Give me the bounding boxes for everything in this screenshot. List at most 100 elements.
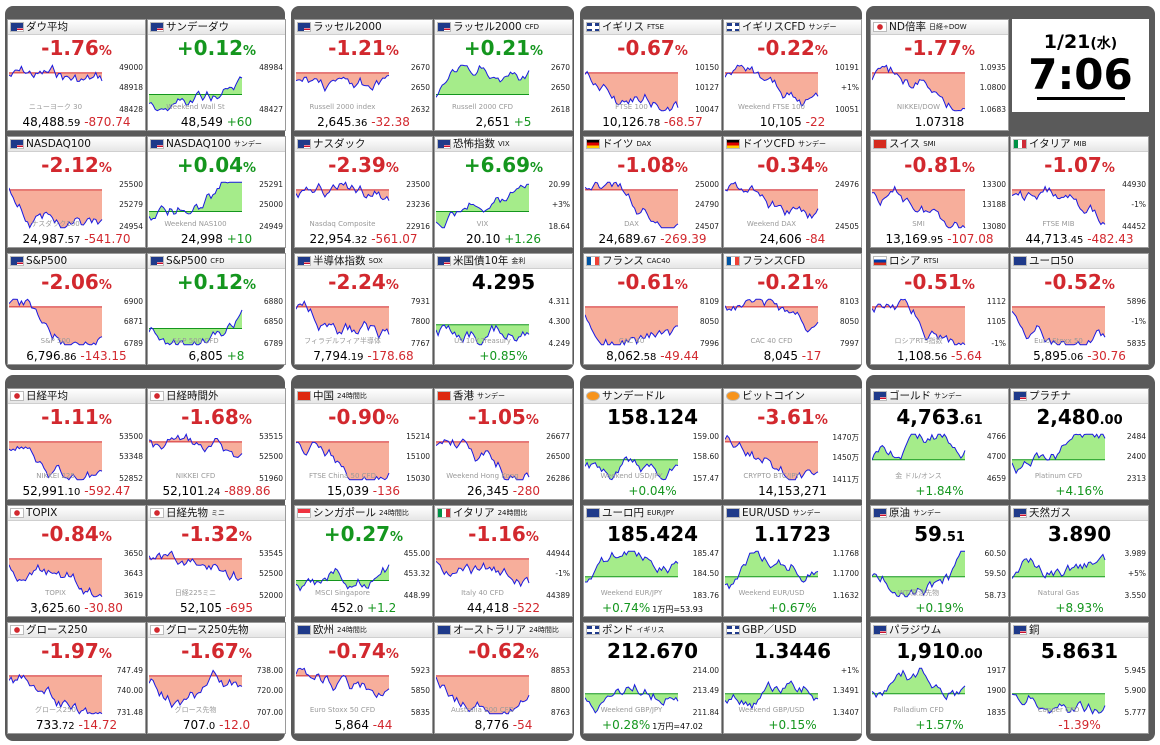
market-tile[interactable]: GBP／USD 1.3446 Weekend GBP/USD +1% 1.3491 1.3… — [723, 622, 862, 734]
tile-header[interactable]: NASDAQ100 — [8, 137, 145, 152]
tile-header[interactable]: ドイツ DAX — [584, 137, 721, 152]
tile-header[interactable]: オーストラリア 24時間比 — [435, 623, 572, 638]
market-tile[interactable]: パラジウム 1,910.00 Palladium CFD 1917 1900 1835 +1… — [870, 622, 1009, 734]
tile-header[interactable]: サンデーダウ — [148, 20, 285, 35]
tile-header[interactable]: スイス SMI — [871, 137, 1008, 152]
tile-header[interactable]: GBP／USD — [724, 623, 861, 638]
market-tile[interactable]: EUR/USD サンデー 1.1723 Weekend EUR/USD 1.1768 1.… — [723, 505, 862, 617]
tile-header[interactable]: ビットコイン — [724, 389, 861, 404]
market-tile[interactable]: グロース250 -1.97% グロース250 747.49 740.00 731.48 73… — [7, 622, 146, 734]
tile-header[interactable]: 欧州 24時間比 — [295, 623, 432, 638]
percent-unit: % — [98, 530, 112, 545]
market-tile[interactable]: イタリア MIB -1.07% FTSE MIB 44930 -1% 44452 44,713… — [1010, 136, 1149, 248]
tile-header[interactable]: ナスダック — [295, 137, 432, 152]
tile-header[interactable]: 日経時間外 — [148, 389, 285, 404]
market-tile[interactable]: ダウ平均 -1.76% ニューヨーク 30 49000 48918 48428 48,488… — [7, 19, 146, 131]
tile-header[interactable]: 半導体指数 SOX — [295, 254, 432, 269]
market-tile[interactable]: 半導体指数 SOX -2.24% フィラデルフィア半導体 7931 7800 7767 7,7… — [294, 253, 433, 365]
tile-header[interactable]: ドイツCFD サンデー — [724, 137, 861, 152]
chart-watermark: Russell 2000 CFD — [452, 103, 513, 111]
price-chart: Weekend EUR/JPY — [585, 550, 679, 597]
market-tile[interactable]: グロース250先物 -1.67% グロース先物 738.00 720.00 707.00 7… — [147, 622, 286, 734]
tile-header[interactable]: 天然ガス — [1011, 506, 1148, 521]
market-tile[interactable]: S&P500 -2.06% S&P 500 6900 6871 6789 6,796.86 … — [7, 253, 146, 365]
market-tile[interactable]: イタリア 24時間比 -1.16% Italy 40 CFD 44944 -1% 44389… — [434, 505, 573, 617]
market-tile[interactable]: 恐怖指数 VIX +6.69% VIX 20.99 +3% 18.64 20.10 +1.26 — [434, 136, 573, 248]
tile-header[interactable]: TOPIX — [8, 506, 145, 521]
market-tile[interactable]: S&P500 CFD +0.12% S&P 500 CFD 6880 6850 6789 6,… — [147, 253, 286, 365]
market-tile[interactable]: サンデーダウ +0.12% Weekend Wall St 48984 48427 48,… — [147, 19, 286, 131]
tile-header[interactable]: フランスCFD — [724, 254, 861, 269]
market-tile[interactable]: ビットコイン -3.61% CRYPTO BTC/JPY 1470万 1450万 1411… — [723, 388, 862, 500]
market-tile[interactable]: 日経先物 ミニ -1.32% 日経225ミニ 53545 52500 52000 52,105… — [147, 505, 286, 617]
tile-header[interactable]: S&P500 CFD — [148, 254, 285, 269]
market-tile[interactable]: フランス CAC40 -0.61% CAC 40 8109 8050 7996 8,062.5… — [583, 253, 722, 365]
market-tile[interactable]: ラッセル2000 CFD +0.21% Russell 2000 CFD 2670 265… — [434, 19, 573, 131]
market-tile[interactable]: プラチナ 2,480.00 Platinum CFD 2484 2400 2313 +4.1… — [1010, 388, 1149, 500]
tile-header[interactable]: イタリア MIB — [1011, 137, 1148, 152]
tile-header[interactable]: グロース250先物 — [148, 623, 285, 638]
market-tile[interactable]: NASDAQ100 サンデー +0.04% Weekend NAS100 25291 25… — [147, 136, 286, 248]
tile-header[interactable]: 日経平均 — [8, 389, 145, 404]
market-tile[interactable]: ND倍率 日経÷DOW -1.77% NIKKEI/DOW 1.0935 1.0800 1.… — [870, 19, 1009, 131]
market-tile[interactable]: イギリス FTSE -0.67% FTSE 100 10150 10127 10047 10,… — [583, 19, 722, 131]
tile-header[interactable]: 香港 サンデー — [435, 389, 572, 404]
market-tile[interactable]: 米国債10年 金利 4.295 US 10Y Treasury 4.311 4.300 4.… — [434, 253, 573, 365]
market-tile[interactable]: オーストラリア 24時間比 -0.62% Australia 200 CFD 8853 8… — [434, 622, 573, 734]
tile-header[interactable]: ラッセル2000 CFD — [435, 20, 572, 35]
tile-header[interactable]: 銅 — [1011, 623, 1148, 638]
market-tile[interactable]: イギリスCFD サンデー -0.22% Weekend FTSE 100 10191 +1… — [723, 19, 862, 131]
tile-header[interactable]: EUR/USD サンデー — [724, 506, 861, 521]
market-tile[interactable]: 中国 24時間比 -0.90% FTSE China 50 CFD 15214 15100… — [294, 388, 433, 500]
tile-header[interactable]: イタリア 24時間比 — [435, 506, 572, 521]
market-tile[interactable]: ラッセル2000 -1.21% Russell 2000 index 2670 2650… — [294, 19, 433, 131]
market-tile[interactable]: ドイツ DAX -1.08% DAX 25000 24790 24507 24,689.67 … — [583, 136, 722, 248]
tile-header[interactable]: ダウ平均 — [8, 20, 145, 35]
market-tile[interactable]: TOPIX -0.84% TOPIX 3650 3643 3619 3,625.60 -30… — [7, 505, 146, 617]
tile-header[interactable]: 日経先物 ミニ — [148, 506, 285, 521]
market-tile[interactable]: サンデードル 158.124 Weekend USD/JPY 159.00 158.60… — [583, 388, 722, 500]
tile-header[interactable]: NASDAQ100 サンデー — [148, 137, 285, 152]
market-tile[interactable]: ナスダック -2.39% Nasdaq Composite 23500 23236 229… — [294, 136, 433, 248]
tile-header[interactable]: フランス CAC40 — [584, 254, 721, 269]
chart-watermark: ニューヨーク 30 — [29, 103, 82, 111]
tile-header[interactable]: サンデードル — [584, 389, 721, 404]
tile-header[interactable]: イギリスCFD サンデー — [724, 20, 861, 35]
tile-header[interactable]: 原油 サンデー — [871, 506, 1008, 521]
tile-header[interactable]: プラチナ — [1011, 389, 1148, 404]
tile-header[interactable]: パラジウム — [871, 623, 1008, 638]
market-tile[interactable]: ゴールド サンデー 4,763.61 金 ドル/オンス 4766 4700 4659 +1.8… — [870, 388, 1009, 500]
market-tile[interactable]: シンガポール 24時間比 +0.27% MSCI Singapore 455.00 453… — [294, 505, 433, 617]
market-tile[interactable]: 原油 サンデー 59.51 WTI原油先物 60.50 59.50 58.73 +0.19% — [870, 505, 1009, 617]
tile-header[interactable]: イギリス FTSE — [584, 20, 721, 35]
tile-header[interactable]: ユーロ50 — [1011, 254, 1148, 269]
market-tile[interactable]: 日経時間外 -1.68% NIKKEI CFD 53515 52500 51960 52,1… — [147, 388, 286, 500]
tile-header[interactable]: 恐怖指数 VIX — [435, 137, 572, 152]
market-tile[interactable]: スイス SMI -0.81% SMI 13300 13188 13080 13,169.95 … — [870, 136, 1009, 248]
market-tile[interactable]: フランスCFD -0.21% CAC 40 CFD 8103 8050 7997 8,045… — [723, 253, 862, 365]
tile-header[interactable]: 米国債10年 金利 — [435, 254, 572, 269]
market-tile[interactable]: 日経平均 -1.11% NIKKEI 225 53500 53348 52852 52,99… — [7, 388, 146, 500]
market-tile[interactable]: ロシア RTSI -0.51% ロシアRTS指数 1112 1105 -1% 1,108.56… — [870, 253, 1009, 365]
tile-header[interactable]: S&P500 — [8, 254, 145, 269]
tile-header[interactable]: 中国 24時間比 — [295, 389, 432, 404]
tile-header[interactable]: ゴールド サンデー — [871, 389, 1008, 404]
market-tile[interactable]: ユーロ円 EUR/JPY 185.424 Weekend EUR/JPY 185.47 1… — [583, 505, 722, 617]
tile-header[interactable]: ロシア RTSI — [871, 254, 1008, 269]
tile-header[interactable]: ユーロ円 EUR/JPY — [584, 506, 721, 521]
tile-header[interactable]: ラッセル2000 — [295, 20, 432, 35]
market-tile[interactable]: NASDAQ100 -2.12% ナスダック100 25500 25279 24954 24… — [7, 136, 146, 248]
market-tile[interactable]: ポンド イギリス 212.670 Weekend GBP/JPY 214.00 213.4… — [583, 622, 722, 734]
market-tile[interactable]: ドイツCFD サンデー -0.34% Weekend DAX 24976 24505 24,… — [723, 136, 862, 248]
change-value: -280 — [512, 484, 541, 498]
market-tile[interactable]: ユーロ50 -0.52% Euro Stoxx 50 5896 -1% 5835 5,895… — [1010, 253, 1149, 365]
tile-header[interactable]: グロース250 — [8, 623, 145, 638]
market-tile[interactable]: 銅 5.8631 Copper CFD 5.945 5.900 5.777 -1.39% — [1010, 622, 1149, 734]
tile-header[interactable]: シンガポール 24時間比 — [295, 506, 432, 521]
market-tile[interactable]: 香港 サンデー -1.05% Weekend Hong Kong 26677 26500 2… — [434, 388, 573, 500]
tile-header[interactable]: ND倍率 日経÷DOW — [871, 20, 1008, 35]
market-tile[interactable]: 欧州 24時間比 -0.74% Euro Stoxx 50 CFD 5923 5850 58… — [294, 622, 433, 734]
tile-header[interactable]: ポンド イギリス — [584, 623, 721, 638]
axis-ticks: 8103 8050 7997 — [819, 295, 859, 350]
market-tile[interactable]: 天然ガス 3.890 Natural Gas 3.989 +5% 3.550 +8.93% — [1010, 505, 1149, 617]
